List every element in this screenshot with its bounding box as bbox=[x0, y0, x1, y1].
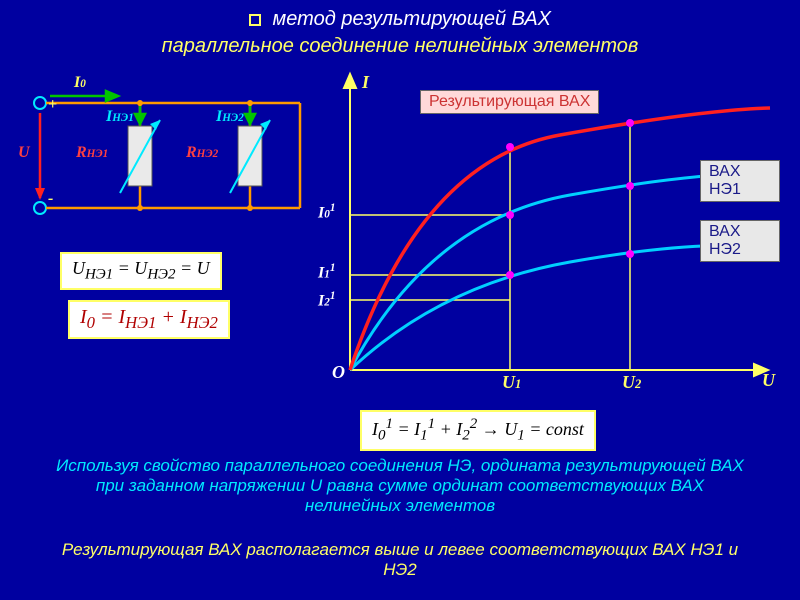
title-text: метод результирующей ВАХ bbox=[273, 8, 551, 30]
axis-U: U bbox=[762, 370, 775, 391]
equation-voltage: UНЭ1 = UНЭ2 = U bbox=[60, 252, 222, 290]
legend-result: Результирующая ВАХ bbox=[420, 90, 599, 114]
tick-I2: I21 bbox=[318, 290, 335, 310]
tick-I1: I11 bbox=[318, 262, 335, 282]
label-minus: - bbox=[48, 190, 53, 208]
label-Rne1: RНЭ1 bbox=[76, 144, 108, 162]
axis-I: I bbox=[362, 72, 369, 93]
legend-ne2: ВАХ НЭ2 bbox=[700, 220, 780, 262]
vax-chart: Результирующая ВАХ ВАХ НЭ1 ВАХ НЭ2 I U O… bbox=[310, 70, 780, 410]
subtitle-text: параллельное соединение нелинейных элеме… bbox=[162, 35, 639, 57]
footer-para2: Результирующая ВАХ располагается выше и … bbox=[50, 540, 750, 580]
tick-U1: U1 bbox=[502, 372, 521, 393]
label-Rne2: RНЭ2 bbox=[186, 144, 218, 162]
label-I0: I0 bbox=[74, 74, 86, 92]
label-plus: + bbox=[48, 96, 57, 114]
circuit-diagram: I0 + - U IНЭ1 IНЭ2 RНЭ1 RНЭ2 bbox=[20, 78, 320, 238]
subtitle: параллельное соединение нелинейных элеме… bbox=[0, 35, 800, 58]
tick-I0: I01 bbox=[318, 202, 335, 222]
tick-U2: U2 bbox=[622, 372, 641, 393]
footer-para1: Используя свойство параллельного соедине… bbox=[50, 456, 750, 516]
equation-point: I01 = I11 + I22 → U1 = const bbox=[360, 410, 596, 451]
axis-O: O bbox=[332, 362, 345, 383]
bullet-icon bbox=[249, 14, 261, 26]
title: метод результирующей ВАХ bbox=[0, 0, 800, 31]
label-Ine1: IНЭ1 bbox=[106, 108, 134, 126]
equation-current: I0 = IНЭ1 + IНЭ2 bbox=[68, 300, 230, 339]
label-U: U bbox=[18, 144, 30, 162]
circuit-svg bbox=[20, 78, 320, 238]
label-Ine2: IНЭ2 bbox=[216, 108, 244, 126]
legend-ne1: ВАХ НЭ1 bbox=[700, 160, 780, 202]
